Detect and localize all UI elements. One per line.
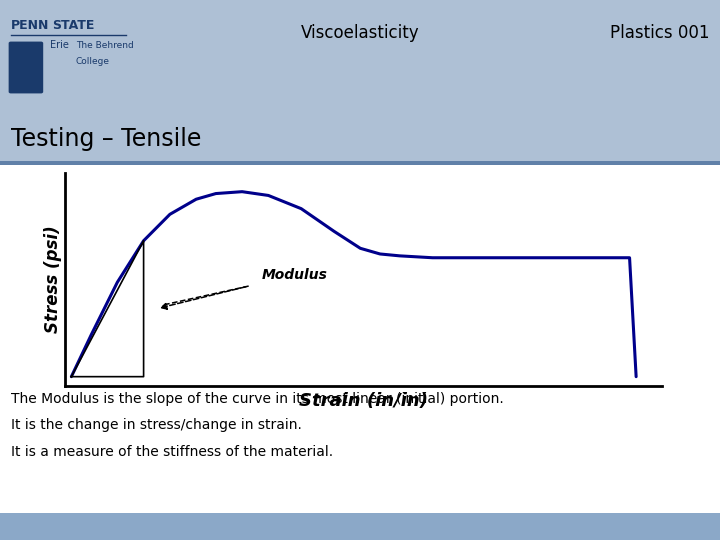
Text: Modulus: Modulus	[262, 268, 328, 282]
Y-axis label: Stress (psi): Stress (psi)	[44, 226, 62, 333]
Bar	[0, 513, 720, 540]
X-axis label: Strain (in/in): Strain (in/in)	[299, 392, 428, 410]
FancyBboxPatch shape	[9, 42, 43, 93]
Bar	[0, 0, 720, 119]
Text: Erie: Erie	[50, 40, 69, 51]
Text: The Modulus is the slope of the curve in its most linear (initial) portion.: The Modulus is the slope of the curve in…	[11, 392, 503, 406]
Text: College: College	[76, 57, 109, 66]
Text: Testing – Tensile: Testing – Tensile	[11, 127, 201, 151]
Text: It is the change in stress/change in strain.: It is the change in stress/change in str…	[11, 418, 302, 433]
Bar	[0, 161, 720, 165]
Text: STATE: STATE	[52, 19, 94, 32]
Text: It is a measure of the stiffness of the material.: It is a measure of the stiffness of the …	[11, 446, 333, 460]
Text: Plastics 001: Plastics 001	[610, 24, 709, 42]
Text: Viscoelasticity: Viscoelasticity	[301, 24, 419, 42]
Bar	[0, 119, 720, 162]
Text: PENN: PENN	[11, 19, 49, 32]
Text: The Behrend: The Behrend	[76, 40, 133, 50]
